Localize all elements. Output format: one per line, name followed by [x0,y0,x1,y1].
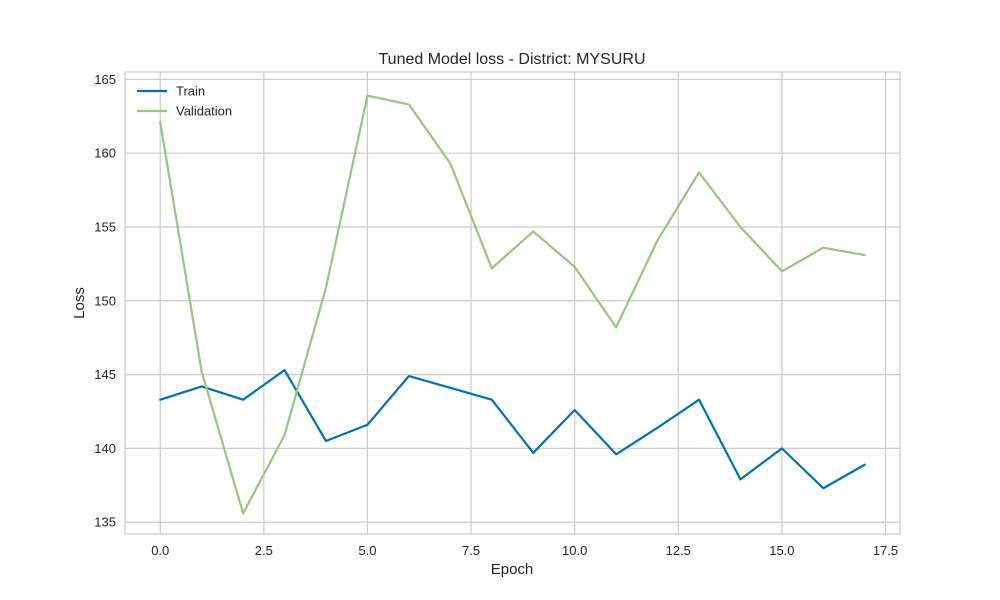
series-layer [159,94,866,515]
x-tick-label: 12.5 [666,543,691,558]
x-tick-label: 15.0 [769,543,794,558]
y-tick-label: 155 [94,219,116,234]
y-tick-label: 135 [94,515,116,530]
series-line-validation [159,94,866,515]
x-tick-label: 10.0 [562,543,587,558]
y-tick-label: 150 [94,293,116,308]
x-tick-label: 5.0 [358,543,376,558]
x-tick-label: 17.5 [873,543,898,558]
legend-label-train: Train [176,84,205,99]
x-axis-ticks: 0.0 2.5 5.0 7.5 10.0 12.5 15.0 17.5 [151,543,898,558]
plot-frame [124,71,901,535]
x-axis-label: Epoch [491,561,534,578]
plot-area [125,72,900,534]
y-tick-label: 160 [94,146,116,161]
y-axis-label: Loss [71,287,88,319]
y-axis-ticks: 135 140 145 150 155 160 165 [94,72,116,530]
x-tick-label: 0.0 [151,543,169,558]
series-line-train [159,369,866,490]
y-tick-label: 145 [94,367,116,382]
legend-label-validation: Validation [176,104,232,119]
chart-title: Tuned Model loss - District: MYSURU [378,51,645,68]
y-tick-label: 165 [94,72,116,87]
grid [125,72,900,534]
x-tick-label: 2.5 [255,543,273,558]
y-tick-label: 140 [94,441,116,456]
legend: Train Validation [137,84,232,119]
x-tick-label: 7.5 [462,543,480,558]
